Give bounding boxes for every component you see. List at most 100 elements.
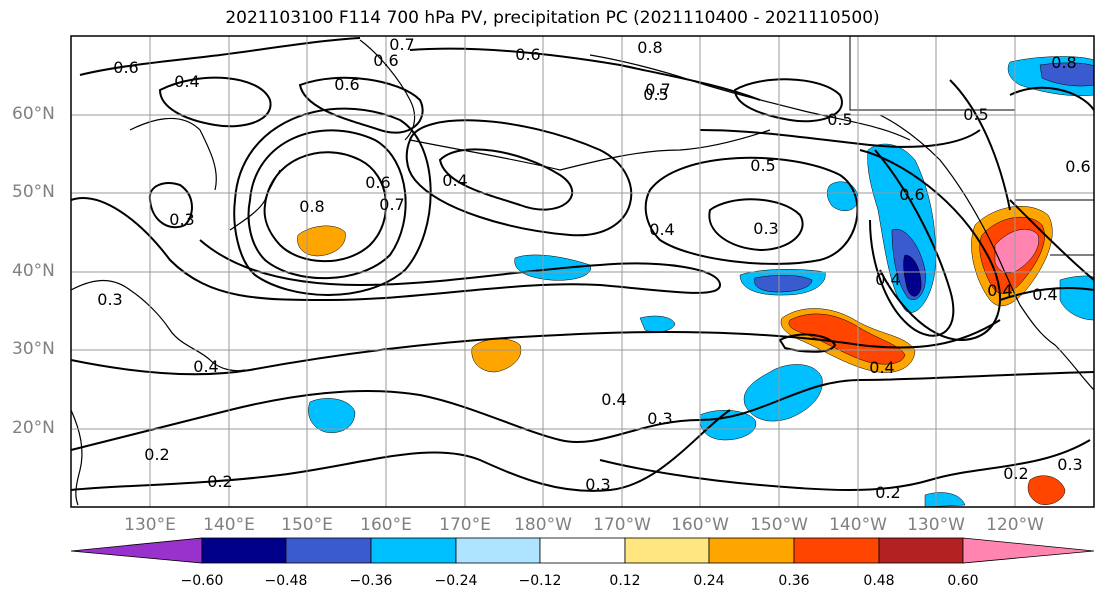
coastline	[229, 169, 281, 231]
contour-label: 0.2	[875, 483, 900, 502]
coastline	[129, 117, 217, 191]
contour-line	[148, 182, 193, 229]
contour-label: 0.4	[869, 358, 894, 377]
colorbar-segment	[285, 537, 372, 564]
contour-line	[1009, 199, 1095, 281]
contour-line	[70, 319, 1001, 376]
contour-label: 0.6	[113, 58, 138, 77]
negative-precip-area	[754, 275, 813, 293]
contour-label: 0.8	[637, 38, 662, 57]
contour-label: 0.2	[144, 445, 169, 464]
precip-anomaly-fills	[297, 56, 1095, 508]
lon-label: 120°W	[986, 515, 1044, 535]
map-frame	[70, 35, 1095, 508]
colorbar-extend-high	[962, 537, 1095, 564]
positive-precip-area	[994, 229, 1040, 273]
lon-label: 130°W	[907, 515, 965, 535]
contour-line	[405, 119, 633, 237]
colorbar-tick-label: −0.12	[518, 573, 562, 589]
coastline	[879, 114, 1095, 391]
contour-line	[247, 129, 407, 280]
contour-label: 0.3	[97, 290, 122, 309]
colorbar-segment	[878, 537, 964, 564]
lon-label: 180°W	[514, 515, 572, 535]
colorbar-tick-label: −0.60	[180, 573, 224, 589]
map-title: 2021103100 F114 700 hPa PV, precipitatio…	[225, 8, 880, 28]
colorbar-tick-label: 0.60	[947, 573, 979, 589]
contour-line	[733, 78, 843, 123]
contour-label: 0.3	[585, 475, 610, 494]
contour-label: 0.3	[169, 210, 194, 229]
contour-label: 0.6	[365, 173, 390, 192]
lat-label: 20°N	[12, 418, 55, 438]
lon-label: 170°W	[593, 515, 651, 535]
contour-label: 0.4	[174, 72, 199, 91]
lon-label: 170°E	[439, 515, 491, 535]
contour-line	[79, 37, 361, 76]
contour-line	[644, 156, 859, 265]
colorbar-segment	[370, 537, 457, 564]
colorbar-segment	[624, 537, 710, 564]
colorbar-tick-label: 0.48	[863, 573, 895, 589]
contour-label: 0.3	[753, 219, 778, 238]
contour-label: 0.3	[647, 409, 672, 428]
colorbar-segment	[708, 537, 795, 564]
colorbar-tick-label: 0.24	[693, 573, 725, 589]
coastline	[359, 39, 416, 141]
contour-label: 0.6	[373, 51, 398, 70]
contour-label: 0.5	[643, 85, 668, 104]
lon-label: 140°E	[203, 515, 255, 535]
contour-label: 0.4	[193, 357, 218, 376]
contour-label: 0.8	[1051, 53, 1076, 72]
contour-label: 0.4	[987, 281, 1012, 300]
negative-precip-area	[514, 254, 591, 281]
lon-label: 160°E	[360, 515, 412, 535]
negative-precip-area	[924, 492, 966, 508]
contour-label: 0.4	[601, 390, 626, 409]
contour-label: 0.7	[389, 35, 414, 54]
contour-label: 0.5	[963, 105, 988, 124]
contour-label: 0.3	[1057, 455, 1082, 474]
contour-line	[263, 151, 387, 263]
border-line	[849, 36, 1015, 111]
lon-label: 150°W	[750, 515, 808, 535]
coastline	[70, 279, 246, 372]
lon-label: 140°W	[829, 515, 887, 535]
contour-line	[999, 287, 1095, 301]
colorbar-segment	[455, 537, 541, 564]
lat-label: 30°N	[12, 339, 55, 359]
contour-line	[409, 47, 761, 101]
positive-precip-area	[297, 225, 346, 257]
lat-label: 50°N	[12, 182, 55, 202]
contour-line	[599, 439, 1091, 491]
contour-line	[438, 148, 574, 211]
colorbar-tick-label: 0.36	[778, 573, 810, 589]
lon-label: 160°W	[671, 515, 729, 535]
contour-label: 0.4	[875, 270, 900, 289]
contour-label: 0.4	[649, 220, 674, 239]
negative-precip-area	[903, 254, 922, 297]
contour-line	[859, 149, 1001, 342]
colorbar-extend-low	[70, 537, 203, 564]
colorbar-tick-label: −0.24	[434, 573, 478, 589]
contour-line	[70, 197, 722, 302]
lat-label: 60°N	[12, 104, 55, 124]
contour-line	[70, 371, 1095, 451]
lat-label: 40°N	[12, 261, 55, 281]
colorbar	[70, 537, 1095, 564]
gridlines	[71, 36, 1094, 507]
colorbar-segment	[201, 537, 287, 564]
contour-line	[1009, 86, 1095, 111]
contour-label: 0.8	[299, 197, 324, 216]
colorbar-segment	[793, 537, 880, 564]
coastline	[70, 409, 83, 506]
lon-label: 150°E	[281, 515, 333, 535]
pv-contours	[70, 37, 1095, 492]
lon-label: 130°E	[124, 515, 176, 535]
contour-line	[298, 76, 424, 134]
colorbar-tick-label: −0.36	[349, 573, 393, 589]
coastline	[409, 129, 771, 171]
contour-label: 0.2	[1003, 464, 1028, 483]
contour-labels: 0.6 0.7 0.6 0.8 0.6 0.4 0.6 0.5 0.4 0.5 …	[97, 35, 1090, 502]
